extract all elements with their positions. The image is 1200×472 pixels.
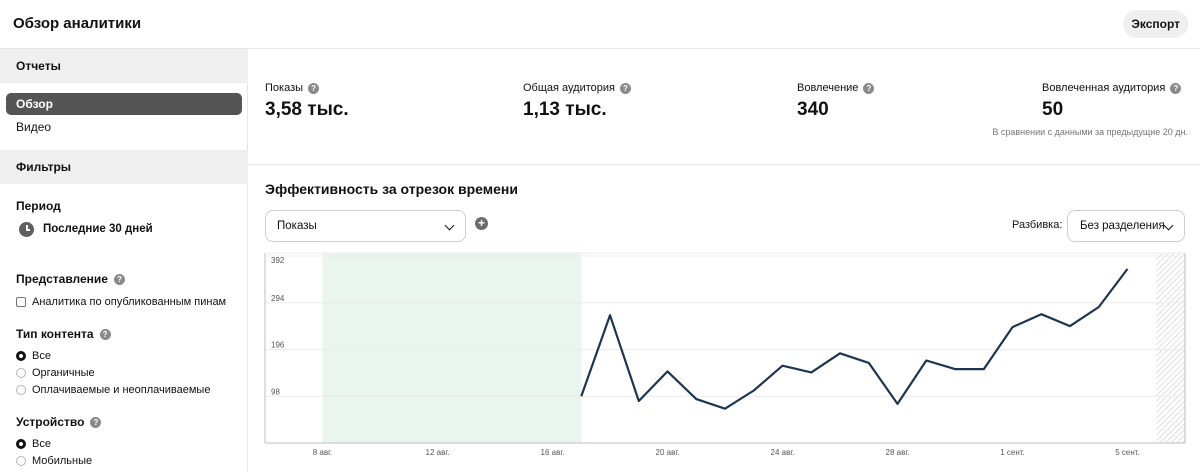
help-icon[interactable]: ?: [619, 82, 631, 94]
period-label: Период: [16, 199, 61, 213]
reports-header: Отчеты: [0, 49, 248, 83]
content-type-option-organic[interactable]: Органичные: [16, 367, 95, 379]
option-label: Органичные: [32, 367, 95, 379]
metric-label-audience: Общая аудитория?: [523, 82, 631, 94]
y-tick-label: 196: [271, 341, 285, 350]
device-label: Устройство?: [16, 415, 102, 429]
view-label: Представление?: [16, 272, 125, 286]
period-label-text: Период: [16, 199, 61, 213]
help-icon[interactable]: ?: [99, 328, 111, 340]
checkbox-label: Аналитика по опубликованным пинам: [32, 296, 227, 308]
filters-header: Фильтры: [0, 150, 248, 184]
option-label: Оплачиваемые и неоплачиваемые: [32, 384, 211, 396]
y-tick-label: 98: [271, 387, 280, 396]
x-tick-label: 12 авг.: [426, 448, 450, 457]
chart-svg: 98 196 294 392 8 авг. 12 авг. 16 авг. 20 авг. 24…: [264, 252, 1186, 457]
y-tick-label: 392: [271, 256, 285, 265]
highlight-range: [322, 253, 582, 443]
split-select-value: Без разделения: [1080, 220, 1165, 232]
help-icon[interactable]: ?: [90, 416, 102, 428]
device-option-all[interactable]: Все: [16, 438, 51, 450]
content-type-option-all[interactable]: Все: [16, 350, 51, 362]
performance-chart: 98 196 294 392 8 авг. 12 авг. 16 авг. 20 авг. 24…: [264, 252, 1186, 472]
radio[interactable]: [16, 456, 26, 466]
radio[interactable]: [16, 368, 26, 378]
help-icon[interactable]: ?: [863, 82, 875, 94]
metric-select[interactable]: Показы: [265, 210, 466, 242]
clock-icon: [19, 222, 34, 237]
sidebar: Отчеты Обзор Видео Фильтры Период Предст…: [0, 49, 248, 472]
metrics-panel: Показы? 3,58 тыс. Общая аудитория? 1,13 …: [248, 49, 1200, 165]
metric-label-text: Вовлечение: [797, 82, 859, 94]
x-tick-label: 20 авг.: [656, 448, 680, 457]
radio-selected[interactable]: [16, 439, 26, 449]
option-label: Все: [32, 438, 51, 450]
content-type-label-text: Тип контента: [16, 327, 94, 341]
metric-value-audience: 1,13 тыс.: [523, 99, 607, 120]
metric-label-engaged-audience: Вовлеченная аудитория?: [1042, 82, 1182, 94]
x-tick-label: 1 сент.: [1000, 448, 1025, 457]
device-label-text: Устройство: [16, 415, 85, 429]
split-select[interactable]: Без разделения: [1067, 210, 1185, 242]
y-tick-label: 294: [271, 294, 285, 303]
metric-label-impressions: Показы?: [265, 82, 320, 94]
option-label: Все: [32, 350, 51, 362]
radio[interactable]: [16, 385, 26, 395]
metric-select-value: Показы: [277, 220, 317, 232]
view-label-text: Представление: [16, 272, 108, 286]
metric-value-engaged-audience: 50: [1042, 99, 1064, 120]
help-icon[interactable]: ?: [113, 273, 125, 285]
export-button[interactable]: Экспорт: [1123, 10, 1188, 38]
compare-note: В сравнении с данными за предыдущие 20 д…: [992, 127, 1188, 137]
add-metric-icon[interactable]: +: [475, 217, 488, 230]
split-label: Разбивка:: [1012, 219, 1063, 231]
option-label: Мобильные: [32, 455, 93, 467]
series-line: [580, 268, 1129, 410]
device-option-mobile[interactable]: Мобильные: [16, 455, 92, 467]
sidebar-item-video[interactable]: Видео: [16, 120, 52, 134]
x-tick-label: 16 авг.: [541, 448, 565, 457]
top-bar: Обзор аналитики Экспорт: [0, 0, 1200, 49]
radio-selected[interactable]: [16, 351, 26, 361]
checkbox-box[interactable]: [16, 297, 26, 307]
metric-label-text: Общая аудитория: [523, 82, 615, 94]
metric-label-text: Вовлеченная аудитория: [1042, 82, 1166, 94]
page-title: Обзор аналитики: [13, 15, 142, 32]
chevron-down-icon: [444, 220, 455, 231]
content-type-label: Тип контента?: [16, 327, 111, 341]
x-tick-label: 28 авг.: [886, 448, 910, 457]
help-icon[interactable]: ?: [308, 82, 320, 94]
published-pins-checkbox[interactable]: Аналитика по опубликованным пинам: [16, 296, 226, 308]
sidebar-item-overview[interactable]: Обзор: [6, 93, 242, 115]
metric-label-text: Показы: [265, 82, 304, 94]
metric-label-engagement: Вовлечение?: [797, 82, 875, 94]
period-value[interactable]: Последние 30 дней: [43, 223, 153, 235]
metric-value-impressions: 3,58 тыс.: [265, 99, 349, 120]
x-tick-label: 24 авг.: [771, 448, 795, 457]
content-type-option-paid[interactable]: Оплачиваемые и неоплачиваемые: [16, 384, 210, 396]
x-tick-label: 8 авг.: [313, 448, 333, 457]
x-tick-label: 5 сент.: [1115, 448, 1140, 457]
incomplete-range: [1156, 253, 1185, 443]
metric-value-engagement: 340: [797, 99, 829, 120]
performance-title: Эффективность за отрезок времени: [265, 181, 518, 197]
help-icon[interactable]: ?: [1170, 82, 1182, 94]
chevron-down-icon: [1163, 220, 1174, 231]
